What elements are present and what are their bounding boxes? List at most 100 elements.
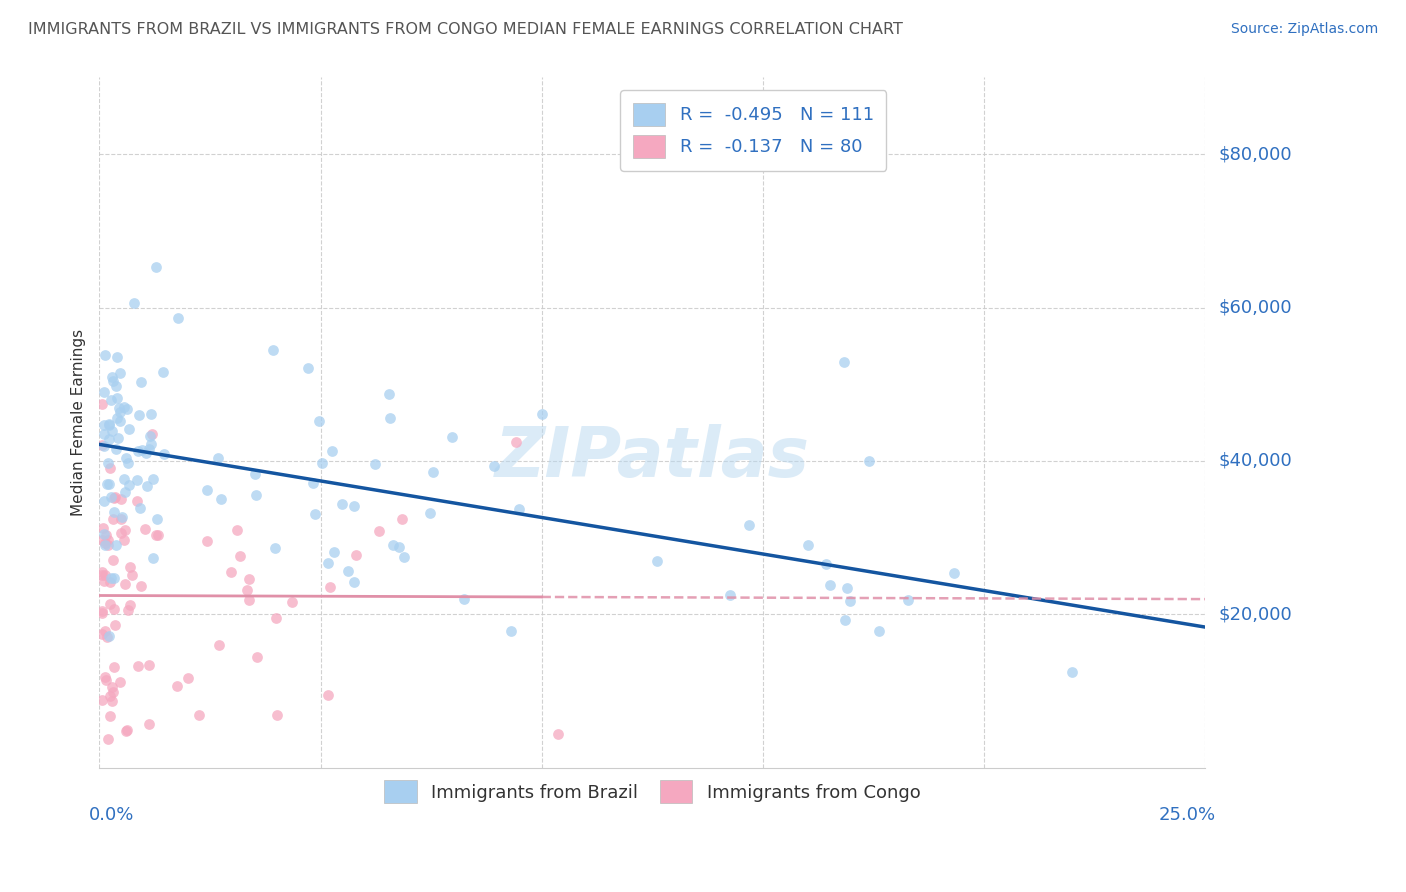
Point bbox=[125, 494, 148, 508]
Point bbox=[100, 490, 122, 504]
Point bbox=[195, 534, 218, 549]
Point bbox=[245, 488, 267, 502]
Point bbox=[1062, 665, 1084, 679]
Point bbox=[531, 407, 554, 421]
Point bbox=[127, 444, 149, 458]
Point bbox=[141, 427, 163, 442]
Text: $80,000: $80,000 bbox=[1219, 145, 1292, 163]
Point bbox=[238, 593, 260, 607]
Point bbox=[858, 454, 880, 468]
Point bbox=[90, 607, 112, 621]
Point bbox=[264, 611, 287, 625]
Point bbox=[188, 707, 211, 722]
Point bbox=[238, 572, 260, 586]
Point bbox=[94, 528, 117, 542]
Point bbox=[139, 428, 162, 442]
Point bbox=[304, 507, 326, 521]
Point bbox=[263, 343, 285, 358]
Text: $40,000: $40,000 bbox=[1219, 452, 1292, 470]
Point bbox=[142, 472, 165, 486]
Point bbox=[107, 431, 129, 445]
Point bbox=[110, 492, 132, 507]
Point bbox=[207, 451, 229, 466]
Point bbox=[152, 447, 174, 461]
Point bbox=[837, 581, 859, 595]
Point bbox=[208, 639, 231, 653]
Point bbox=[166, 679, 188, 693]
Point bbox=[897, 593, 920, 607]
Point bbox=[942, 566, 965, 581]
Text: $60,000: $60,000 bbox=[1219, 299, 1292, 317]
Point bbox=[90, 627, 112, 641]
Point bbox=[322, 545, 344, 559]
Point bbox=[263, 541, 285, 556]
Point bbox=[100, 680, 122, 694]
Point bbox=[115, 450, 138, 465]
Point bbox=[103, 659, 125, 673]
Point bbox=[378, 387, 401, 401]
Point bbox=[152, 365, 174, 379]
Point bbox=[796, 538, 818, 552]
Point bbox=[209, 491, 232, 506]
Point bbox=[547, 726, 569, 740]
Point bbox=[112, 400, 135, 414]
Point bbox=[103, 491, 125, 505]
Point bbox=[505, 435, 527, 450]
Point bbox=[103, 685, 125, 699]
Point bbox=[129, 579, 152, 593]
Point bbox=[97, 417, 120, 432]
Point bbox=[91, 520, 114, 534]
Point bbox=[94, 536, 117, 550]
Legend: Immigrants from Brazil, Immigrants from Congo: Immigrants from Brazil, Immigrants from … bbox=[377, 772, 928, 811]
Point bbox=[114, 523, 136, 537]
Point bbox=[97, 432, 120, 446]
Point bbox=[101, 553, 124, 567]
Point bbox=[127, 659, 149, 673]
Point bbox=[645, 554, 668, 568]
Point bbox=[91, 693, 114, 707]
Point bbox=[93, 568, 115, 582]
Point bbox=[131, 442, 153, 457]
Point bbox=[121, 568, 143, 582]
Point bbox=[111, 510, 134, 524]
Point bbox=[108, 674, 131, 689]
Point bbox=[318, 556, 340, 570]
Point bbox=[97, 417, 120, 432]
Point bbox=[718, 588, 741, 602]
Point bbox=[93, 538, 115, 552]
Point bbox=[343, 499, 366, 513]
Point bbox=[118, 422, 141, 436]
Point bbox=[108, 414, 131, 428]
Point bbox=[246, 650, 269, 665]
Point bbox=[235, 583, 257, 598]
Point bbox=[378, 411, 401, 425]
Point bbox=[316, 688, 339, 702]
Point bbox=[101, 369, 124, 384]
Point bbox=[100, 424, 122, 438]
Point bbox=[101, 512, 124, 526]
Point bbox=[266, 707, 288, 722]
Point bbox=[344, 548, 367, 562]
Point bbox=[177, 671, 200, 685]
Point bbox=[422, 465, 444, 479]
Point bbox=[105, 379, 128, 393]
Point bbox=[110, 512, 132, 526]
Point bbox=[120, 598, 142, 612]
Point bbox=[93, 574, 115, 589]
Point bbox=[363, 457, 385, 471]
Point bbox=[391, 512, 413, 526]
Point bbox=[94, 348, 117, 362]
Point bbox=[103, 601, 125, 615]
Point bbox=[112, 533, 135, 547]
Point bbox=[122, 296, 145, 310]
Point bbox=[90, 397, 112, 411]
Point bbox=[101, 694, 124, 708]
Point bbox=[128, 501, 150, 516]
Point bbox=[308, 414, 330, 428]
Point bbox=[90, 533, 112, 547]
Point bbox=[110, 405, 132, 419]
Point bbox=[139, 436, 162, 450]
Point bbox=[281, 595, 304, 609]
Point bbox=[297, 360, 319, 375]
Point bbox=[301, 475, 323, 490]
